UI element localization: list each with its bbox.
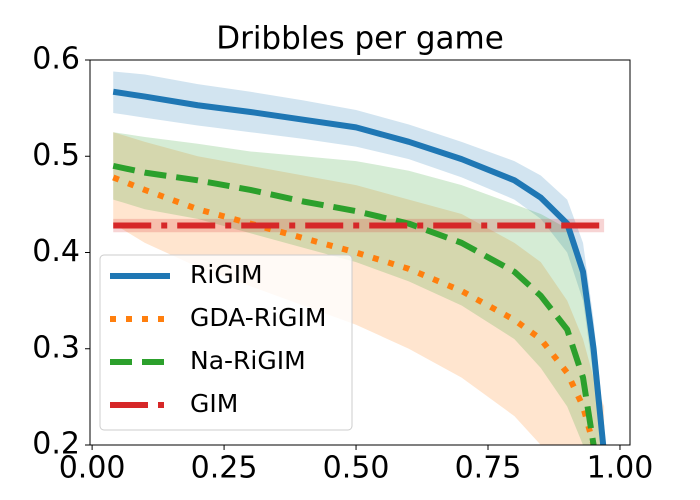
series-line (112, 174, 597, 445)
y-tick-label: 0.5 (32, 138, 80, 173)
legend-label: GIM (190, 389, 238, 418)
y-tick-label: 0.2 (32, 427, 80, 462)
x-tick-label: 0.00 (59, 451, 126, 486)
confidence-band (113, 132, 605, 445)
series-line (112, 162, 597, 445)
legend-box (99, 254, 353, 431)
y-tick-label: 0.4 (32, 234, 80, 269)
x-tick-label: 0.25 (191, 451, 258, 486)
plot-area (112, 71, 607, 445)
legend-label: GDA-RiGIM (190, 303, 326, 332)
x-tick-label: 0.50 (323, 451, 390, 486)
y-tick-label: 0.3 (32, 330, 80, 365)
chart-title: Dribbles per game (216, 21, 504, 57)
confidence-band (113, 132, 605, 445)
legend-label: Na-RiGIM (190, 346, 306, 375)
y-tick-label: 0.6 (32, 42, 80, 77)
x-tick-label: 0.75 (455, 451, 522, 486)
x-tick-label: 1.00 (587, 451, 654, 486)
series-line (112, 88, 607, 445)
legend-label: RiGIM (190, 260, 263, 289)
